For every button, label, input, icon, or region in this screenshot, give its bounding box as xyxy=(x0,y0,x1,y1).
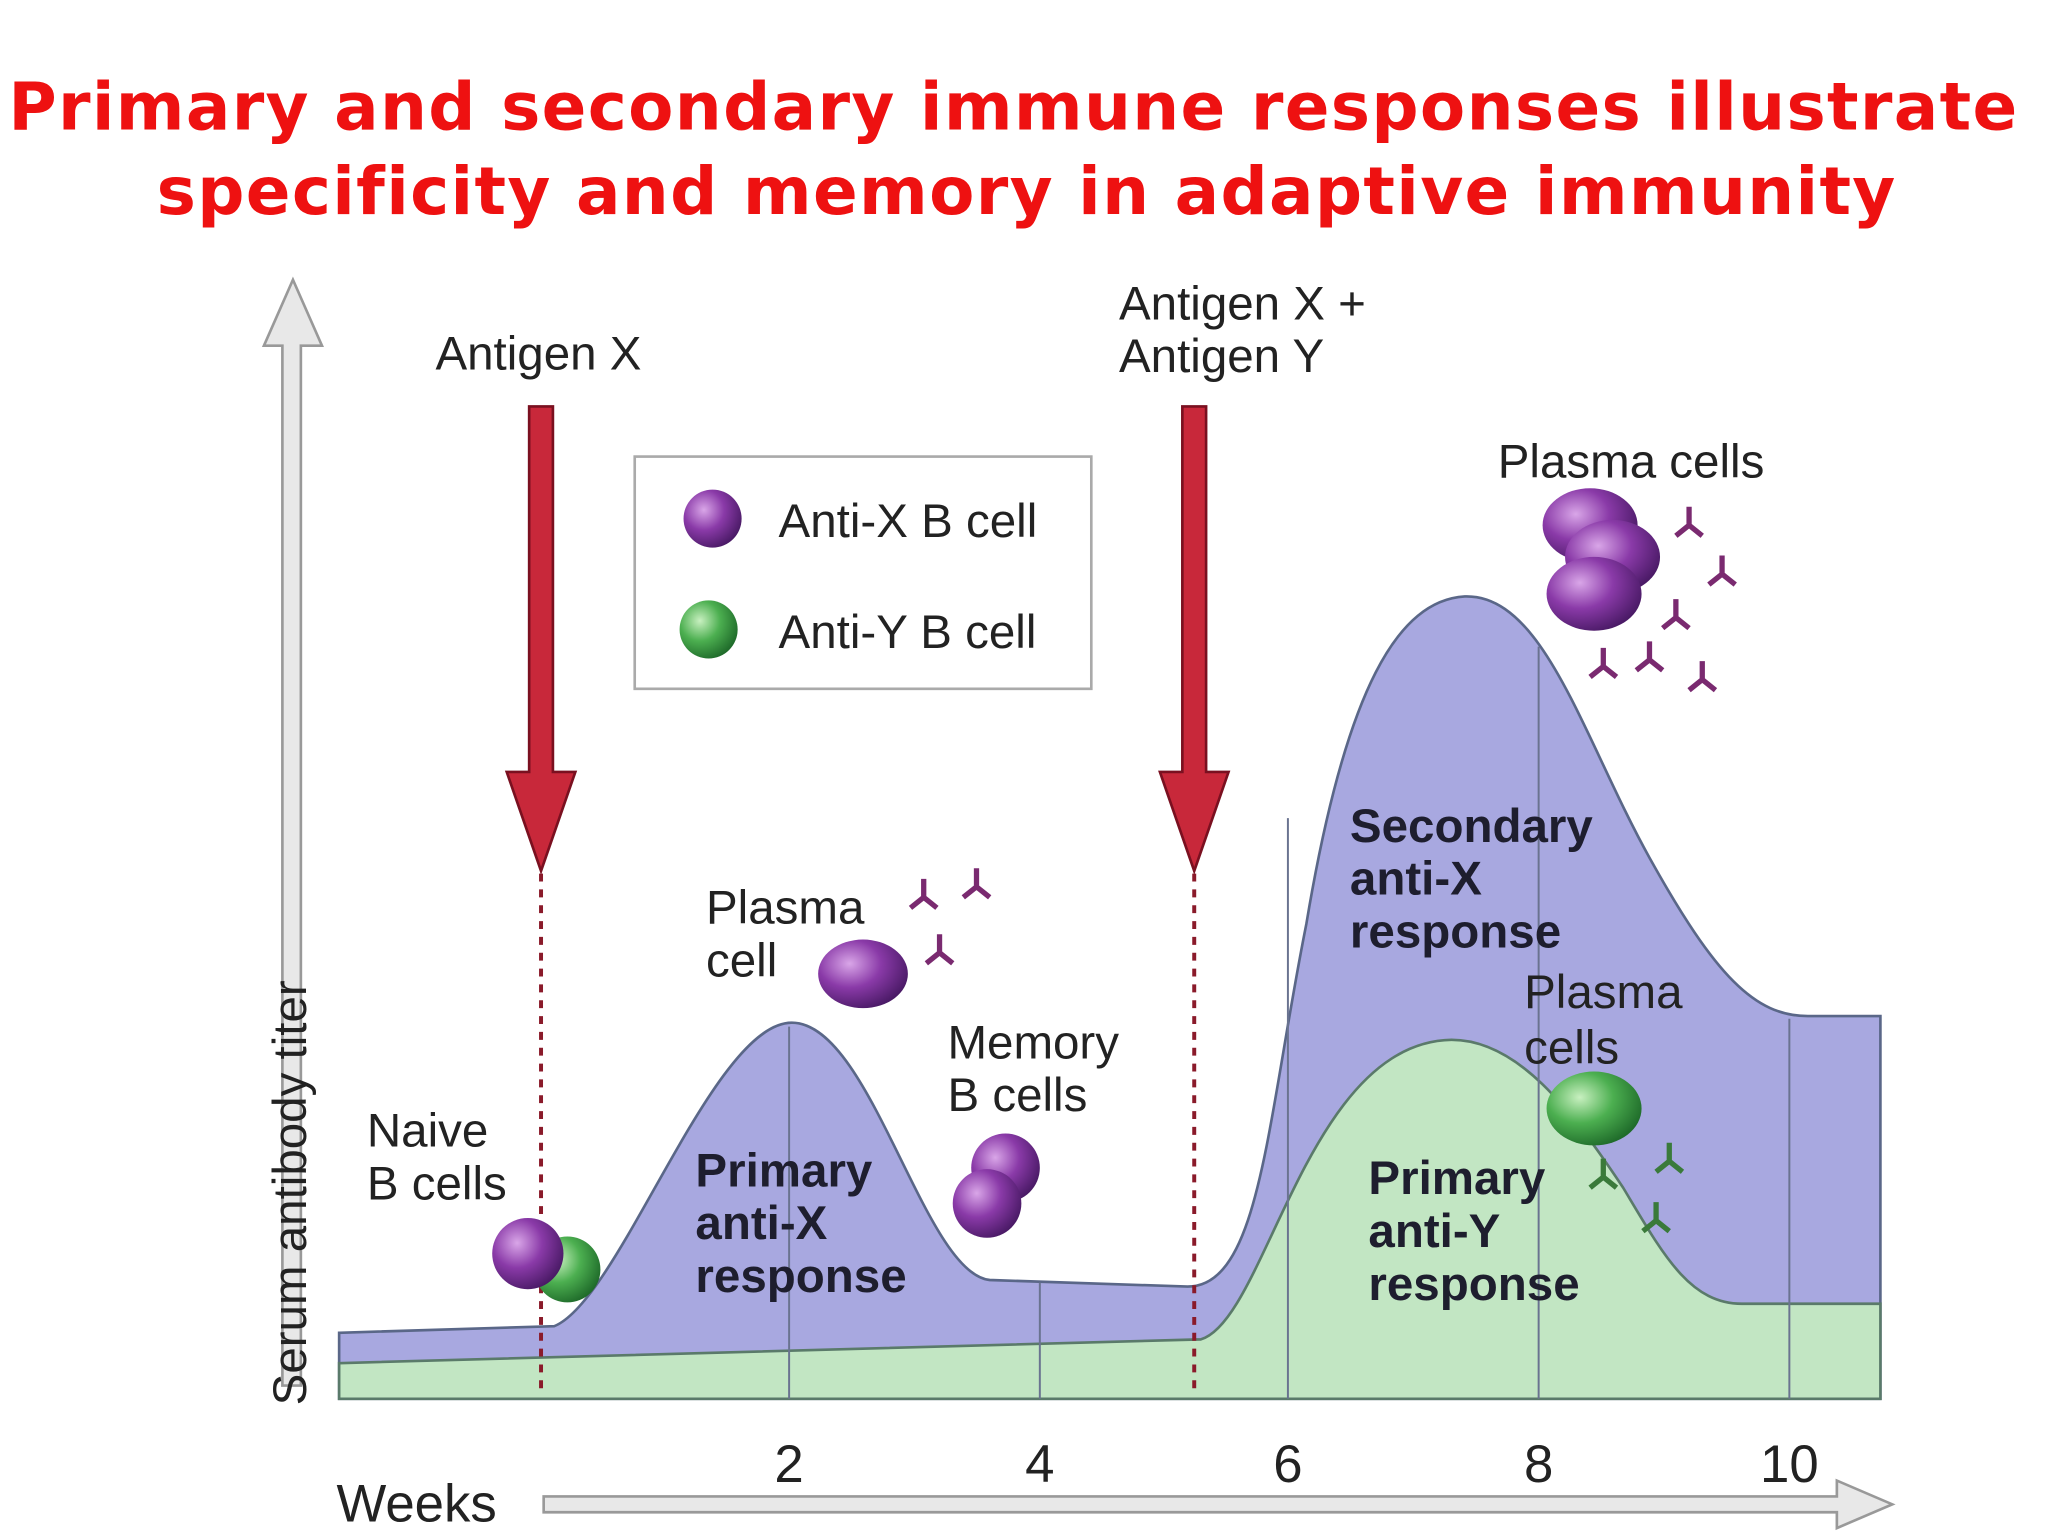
antibody xyxy=(908,868,992,966)
annotation: Antigen X xyxy=(435,327,641,380)
title-line: specificity and memory in adaptive immun… xyxy=(157,153,1897,230)
annotation: Plasma xyxy=(706,882,865,935)
week-lines xyxy=(788,646,1791,1399)
memory-cell xyxy=(952,1169,1022,1238)
naive-cell-x xyxy=(492,1217,564,1290)
annotation: response xyxy=(1368,1258,1579,1311)
x-tick-label: 8 xyxy=(1524,1435,1553,1494)
annotation: Naive xyxy=(367,1105,488,1158)
plasma-cell xyxy=(818,939,908,1009)
x-tick-label: 6 xyxy=(1273,1435,1302,1494)
legend-label: Anti-Y B cell xyxy=(779,606,1037,659)
annotation: Secondary xyxy=(1350,800,1593,853)
annotation: B cells xyxy=(947,1069,1087,1122)
y-axis-label: Serum antibody titer xyxy=(264,980,317,1405)
antigen-arrows xyxy=(504,405,1231,1389)
annotation: Memory xyxy=(947,1016,1119,1069)
annotation: anti-Y xyxy=(1368,1205,1500,1258)
annotation: B cells xyxy=(367,1158,507,1211)
annotation: cells xyxy=(1524,1022,1619,1075)
plasma-cell-y xyxy=(1546,1071,1642,1146)
annotation: cell xyxy=(706,934,777,987)
plasma-cell xyxy=(1546,556,1642,631)
x-tick-label: 2 xyxy=(774,1435,803,1494)
annotation: response xyxy=(695,1250,906,1303)
cells xyxy=(492,488,1661,1303)
x-axis-label: Weeks xyxy=(336,1474,496,1533)
antibody xyxy=(1588,506,1737,693)
legend-label: Anti-X B cell xyxy=(779,495,1038,548)
antibodies xyxy=(908,506,1737,966)
title-line: Primary and secondary immune responses i… xyxy=(8,68,2018,145)
primary-y-area xyxy=(337,1038,1882,1401)
annotation: Plasma cells xyxy=(1498,436,1765,489)
annotation: response xyxy=(1350,905,1561,958)
legend-cell-y xyxy=(679,600,738,659)
annotation: Antigen Y xyxy=(1119,330,1324,383)
x-axis-arrow xyxy=(542,1478,1896,1531)
antibody xyxy=(1588,1142,1685,1234)
legend-cell-x xyxy=(683,489,742,548)
annotation: anti-X xyxy=(1350,853,1482,906)
y-axis-arrow xyxy=(261,276,325,1387)
x-tick-label: 4 xyxy=(1025,1435,1054,1494)
red-arrow xyxy=(1158,405,1231,875)
annotation: Primary xyxy=(1368,1152,1546,1205)
annotation: Primary xyxy=(695,1144,873,1197)
annotation: Plasma xyxy=(1524,966,1683,1019)
red-arrow xyxy=(504,405,578,875)
annotation: anti-X xyxy=(695,1197,827,1250)
antibodies-y xyxy=(1588,1142,1685,1234)
annotation: Antigen X + xyxy=(1119,277,1366,330)
x-tick-label: 10 xyxy=(1760,1435,1819,1494)
